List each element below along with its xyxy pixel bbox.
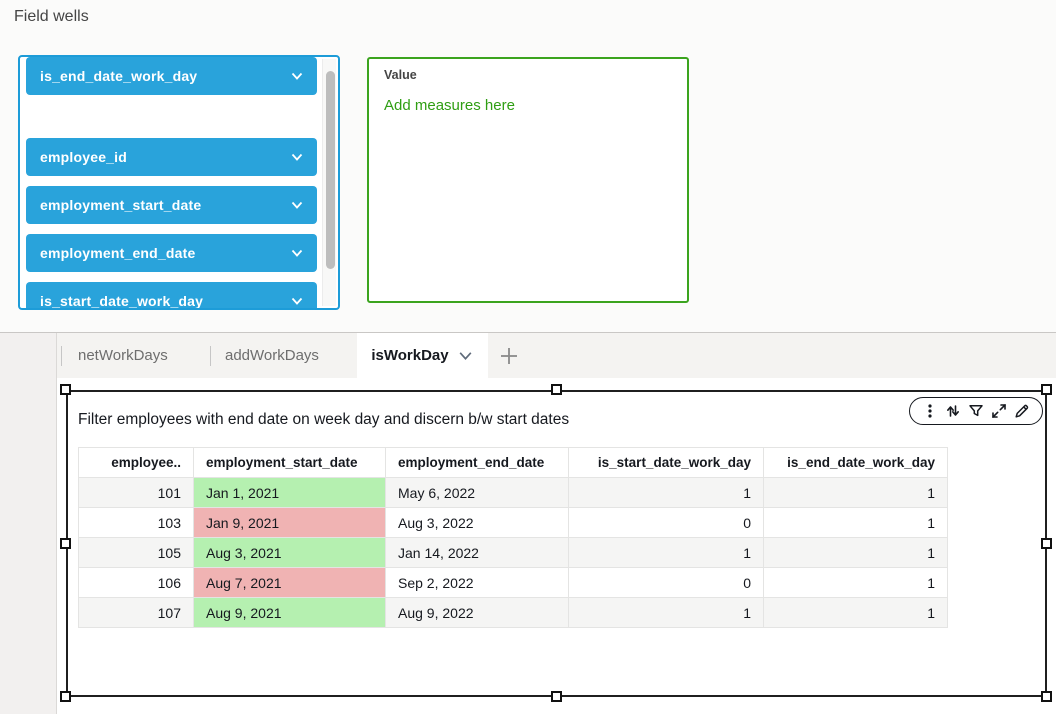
resize-handle-bottom-center[interactable]	[551, 691, 562, 702]
cell-is-end-date-work-day[interactable]: 1	[763, 537, 948, 568]
section-divider	[0, 332, 1056, 333]
field-pill-employee-id[interactable]: employee_id	[26, 138, 317, 176]
column-header-is-start-date-work-day[interactable]: is_start_date_work_day	[568, 447, 764, 478]
tab-separator	[210, 346, 211, 366]
cell-employment-end-date[interactable]: Jan 14, 2022	[385, 537, 569, 568]
field-pill-employment-start-date[interactable]: employment_start_date	[26, 186, 317, 224]
chevron-down-icon[interactable]	[289, 293, 305, 308]
table-row: 105 Aug 3, 2021 Jan 14, 2022 1 1	[78, 537, 948, 568]
field-pill-is-end-date-work-day[interactable]: is_end_date_work_day	[26, 57, 317, 95]
table-row: 103 Jan 9, 2021 Aug 3, 2022 0 1	[78, 507, 948, 538]
group-by-scrollbar-thumb[interactable]	[325, 71, 335, 269]
column-header-employment-start-date[interactable]: employment_start_date	[193, 447, 386, 478]
cell-is-end-date-work-day[interactable]: 1	[763, 507, 948, 538]
sheet-tab-bar: netWorkDays addWorkDays isWorkDay	[57, 333, 1056, 378]
page-title: Field wells	[14, 8, 89, 25]
kebab-menu-icon[interactable]	[921, 402, 939, 420]
tab-addworkdays[interactable]: addWorkDays	[225, 333, 319, 378]
table-row: 106 Aug 7, 2021 Sep 2, 2022 0 1	[78, 567, 948, 598]
chevron-down-icon[interactable]	[289, 245, 305, 261]
resize-handle-mid-left[interactable]	[60, 538, 71, 549]
cell-employment-end-date[interactable]: Aug 3, 2022	[385, 507, 569, 538]
cell-employee-id[interactable]: 103	[78, 507, 194, 538]
visual-title[interactable]: Filter employees with end date on week d…	[78, 411, 570, 428]
field-pill-label: is_start_date_work_day	[40, 293, 204, 309]
table-visual[interactable]: Filter employees with end date on week d…	[66, 390, 1047, 697]
resize-handle-top-right[interactable]	[1041, 384, 1052, 395]
data-table: employee.. employment_start_date employm…	[78, 447, 948, 628]
group-by-field-well[interactable]: Group by employee_id employment_start_da…	[18, 55, 340, 310]
cell-employee-id[interactable]: 101	[78, 477, 194, 508]
tab-separator	[61, 346, 62, 366]
cell-is-start-date-work-day[interactable]: 0	[568, 507, 764, 538]
chevron-down-icon[interactable]	[289, 149, 305, 165]
swap-arrows-icon[interactable]	[944, 402, 962, 420]
field-pill-label: employment_start_date	[40, 197, 202, 213]
add-sheet-button[interactable]	[498, 333, 520, 378]
cell-employment-end-date[interactable]: Sep 2, 2022	[385, 567, 569, 598]
resize-handle-mid-right[interactable]	[1041, 538, 1052, 549]
sheet-left-margin	[0, 333, 57, 714]
tab-isworkday[interactable]: isWorkDay	[357, 333, 488, 378]
table-header-row: employee.. employment_start_date employm…	[78, 447, 948, 478]
cell-employee-id[interactable]: 106	[78, 567, 194, 598]
table-row: 101 Jan 1, 2021 May 6, 2022 1 1	[78, 477, 948, 508]
cell-is-end-date-work-day[interactable]: 1	[763, 567, 948, 598]
value-label: Value	[384, 68, 417, 82]
cell-employment-start-date[interactable]: Aug 7, 2021	[193, 567, 386, 598]
cell-employment-start-date[interactable]: Aug 3, 2021	[193, 537, 386, 568]
cell-employment-start-date[interactable]: Jan 1, 2021	[193, 477, 386, 508]
value-field-well[interactable]: Value Add measures here	[367, 57, 689, 303]
cell-is-end-date-work-day[interactable]: 1	[763, 477, 948, 508]
field-pill-is-start-date-work-day[interactable]: is_start_date_work_day	[26, 282, 317, 309]
column-header-employee-id[interactable]: employee..	[78, 447, 194, 478]
resize-handle-top-left[interactable]	[60, 384, 71, 395]
resize-handle-top-center[interactable]	[551, 384, 562, 395]
cell-employment-end-date[interactable]: Aug 9, 2022	[385, 597, 569, 628]
chevron-down-icon[interactable]	[289, 68, 305, 84]
cell-is-start-date-work-day[interactable]: 0	[568, 567, 764, 598]
cell-employment-start-date[interactable]: Jan 9, 2021	[193, 507, 386, 538]
field-pill-label: employee_id	[40, 149, 128, 165]
field-pill-label: is_end_date_work_day	[40, 68, 198, 84]
chevron-down-icon[interactable]	[457, 347, 474, 364]
tab-label: netWorkDays	[78, 347, 168, 364]
tab-label: addWorkDays	[225, 347, 319, 364]
cell-employee-id[interactable]: 107	[78, 597, 194, 628]
field-pill-employment-end-date[interactable]: employment_end_date	[26, 234, 317, 272]
table-row: 107 Aug 9, 2021 Aug 9, 2022 1 1	[78, 597, 948, 628]
resize-handle-bottom-right[interactable]	[1041, 691, 1052, 702]
tab-label: isWorkDay	[371, 347, 449, 364]
field-pill-label: employment_end_date	[40, 245, 196, 261]
column-header-is-end-date-work-day[interactable]: is_end_date_work_day	[763, 447, 948, 478]
cell-is-start-date-work-day[interactable]: 1	[568, 477, 764, 508]
filter-funnel-icon[interactable]	[967, 402, 985, 420]
add-measures-placeholder: Add measures here	[384, 97, 515, 114]
chevron-down-icon[interactable]	[289, 197, 305, 213]
cell-employment-end-date[interactable]: May 6, 2022	[385, 477, 569, 508]
cell-employee-id[interactable]: 105	[78, 537, 194, 568]
cell-is-end-date-work-day[interactable]: 1	[763, 597, 948, 628]
visual-toolbar	[909, 397, 1043, 425]
cell-is-start-date-work-day[interactable]: 1	[568, 597, 764, 628]
edit-pencil-icon[interactable]	[1013, 402, 1031, 420]
cell-employment-start-date[interactable]: Aug 9, 2021	[193, 597, 386, 628]
column-header-employment-end-date[interactable]: employment_end_date	[385, 447, 569, 478]
cell-is-start-date-work-day[interactable]: 1	[568, 537, 764, 568]
tab-networkdays[interactable]: netWorkDays	[78, 333, 168, 378]
group-by-scrollbar-track[interactable]	[322, 59, 336, 306]
expand-icon[interactable]	[990, 402, 1008, 420]
resize-handle-bottom-left[interactable]	[60, 691, 71, 702]
